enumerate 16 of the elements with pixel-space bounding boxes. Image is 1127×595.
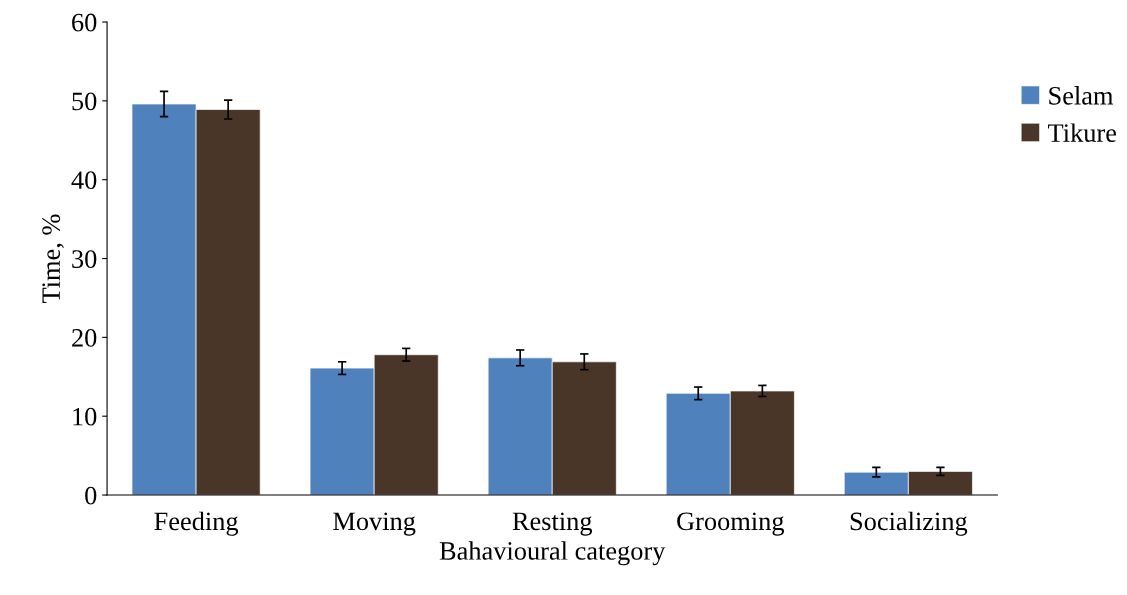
- x-tick-label: Grooming: [677, 512, 785, 536]
- y-tick-label: 30: [72, 250, 97, 268]
- x-tick-label: Resting: [512, 512, 593, 536]
- y-axis-title: Time, %: [42, 214, 64, 304]
- x-tick-label: Feeding: [154, 511, 239, 536]
- y-tick-label: 10: [73, 407, 97, 426]
- x-tick-label: Socializing: [850, 511, 968, 536]
- y-tick-label: 40: [71, 171, 97, 190]
- y-tick-label: 50: [72, 92, 97, 111]
- y-tick-label: 60: [72, 13, 97, 32]
- y-tick-label: 0: [85, 486, 97, 505]
- legend-label: Selam: [1049, 86, 1114, 105]
- x-axis-title: Bahavioural category: [439, 541, 666, 566]
- x-tick-label: Moving: [333, 512, 416, 536]
- y-tick-label: 20: [72, 328, 97, 347]
- legend-label: Tikure: [1048, 123, 1117, 142]
